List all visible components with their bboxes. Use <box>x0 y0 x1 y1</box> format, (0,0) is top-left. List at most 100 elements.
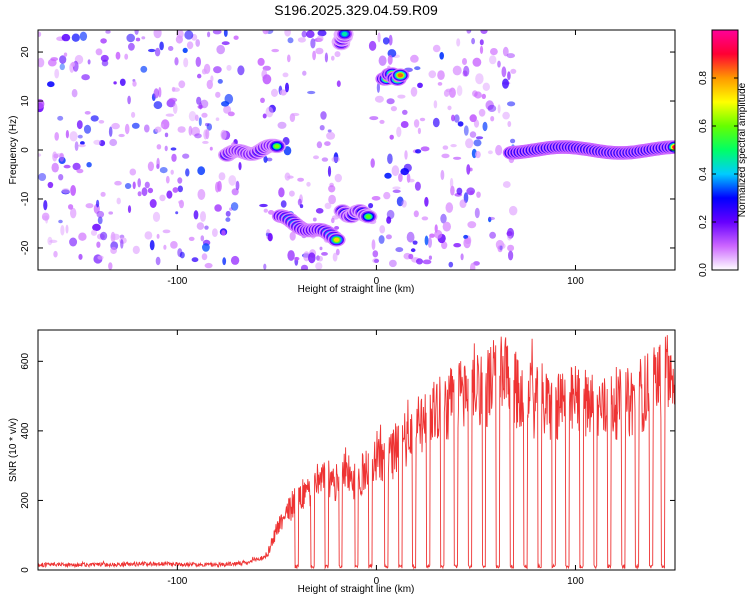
noise-cell <box>379 119 385 124</box>
noise-cell <box>72 162 81 171</box>
noise-cell <box>454 114 460 123</box>
noise-cell <box>485 100 494 111</box>
noise-cell <box>456 187 463 195</box>
noise-cell <box>479 45 484 55</box>
noise-cell <box>478 108 486 117</box>
noise-cell <box>237 65 245 76</box>
noise-cell <box>265 106 274 118</box>
noise-cell <box>434 229 443 239</box>
noise-cell <box>218 172 226 181</box>
noise-cell <box>464 237 471 245</box>
noise-cell <box>108 262 113 270</box>
noise-cell <box>110 246 117 254</box>
noise-cell <box>221 41 230 46</box>
noise-cell <box>47 181 54 189</box>
noise-cell <box>100 191 106 197</box>
noise-cell <box>168 46 174 51</box>
noise-cell <box>148 48 156 53</box>
noise-cell <box>129 168 137 176</box>
noise-cell <box>420 146 430 152</box>
noise-cell <box>327 129 332 133</box>
noise-cell <box>456 85 463 97</box>
noise-cell <box>78 144 86 148</box>
noise-cell <box>171 86 176 92</box>
noise-cell <box>497 245 503 253</box>
noise-cell <box>100 231 108 241</box>
noise-cell <box>116 197 121 205</box>
noise-cell <box>287 250 295 261</box>
noise-cell <box>410 248 416 253</box>
noise-cell <box>506 53 515 59</box>
noise-cell <box>463 125 469 136</box>
noise-cell <box>389 259 397 268</box>
noise-cell <box>451 114 455 122</box>
noise-cell <box>191 257 199 263</box>
noise-cell <box>126 33 135 43</box>
noise-cell <box>453 156 462 160</box>
noise-cell <box>98 120 105 124</box>
noise-cell <box>482 121 488 132</box>
noise-cell <box>397 94 406 99</box>
noise-cell <box>428 255 432 260</box>
noise-cell <box>476 191 481 198</box>
noise-cell <box>209 146 213 151</box>
noise-cell <box>77 134 83 139</box>
noise-cell <box>413 210 419 218</box>
colorbar-tick-label: 0.8 <box>698 71 709 85</box>
noise-cell <box>473 139 482 147</box>
noise-cell <box>382 37 390 45</box>
noise-cell <box>111 122 120 130</box>
noise-cell <box>316 141 323 149</box>
noise-cell <box>110 231 116 243</box>
snr-x-label: Height of straight line (km) <box>298 584 415 595</box>
noise-cell <box>58 219 63 224</box>
noise-cell <box>69 237 78 247</box>
noise-cell <box>71 33 80 42</box>
noise-cell <box>333 152 339 164</box>
y-tick-label: 0 <box>20 147 31 153</box>
noise-cell <box>179 251 185 259</box>
noise-cell <box>144 124 150 133</box>
x-tick-label: 100 <box>567 576 584 587</box>
noise-cell <box>488 216 492 223</box>
x-tick-label: 0 <box>374 276 380 287</box>
noise-cell <box>466 164 471 175</box>
noise-cell <box>259 203 268 208</box>
noise-cell <box>203 63 211 74</box>
noise-cell <box>287 37 294 44</box>
noise-cell <box>456 38 461 47</box>
noise-cell <box>235 180 240 191</box>
noise-cell <box>119 78 126 87</box>
noise-cell <box>448 87 456 98</box>
noise-cell <box>177 177 183 184</box>
spectrogram-x-label: Height of straight line (km) <box>298 284 415 295</box>
noise-cell <box>170 241 178 249</box>
noise-cell <box>153 30 162 39</box>
noise-cell <box>74 141 79 152</box>
noise-cell <box>377 32 381 43</box>
noise-cell <box>96 210 105 218</box>
noise-cell <box>410 54 419 63</box>
noise-cell <box>371 239 376 251</box>
noise-cell <box>447 105 452 111</box>
spectrogram-y-ticks: -20 -10 0 10 20 <box>20 46 675 255</box>
noise-cell <box>51 162 59 173</box>
noise-cell <box>432 117 440 128</box>
feature-blob <box>274 144 280 149</box>
noise-cell <box>179 199 184 209</box>
noise-cell <box>175 35 183 44</box>
noise-cell <box>212 228 218 238</box>
noise-cell <box>213 66 222 74</box>
noise-cell <box>282 72 289 78</box>
y-tick-label: 0 <box>20 567 31 573</box>
noise-cell <box>140 65 148 73</box>
noise-cell <box>124 183 132 189</box>
noise-cell <box>206 123 212 131</box>
noise-cell <box>424 235 429 246</box>
noise-cell <box>481 93 486 99</box>
noise-cell <box>149 199 157 208</box>
noise-cell <box>164 145 168 152</box>
noise-cell <box>502 78 509 89</box>
noise-cell <box>147 161 154 172</box>
noise-cell <box>507 71 511 81</box>
